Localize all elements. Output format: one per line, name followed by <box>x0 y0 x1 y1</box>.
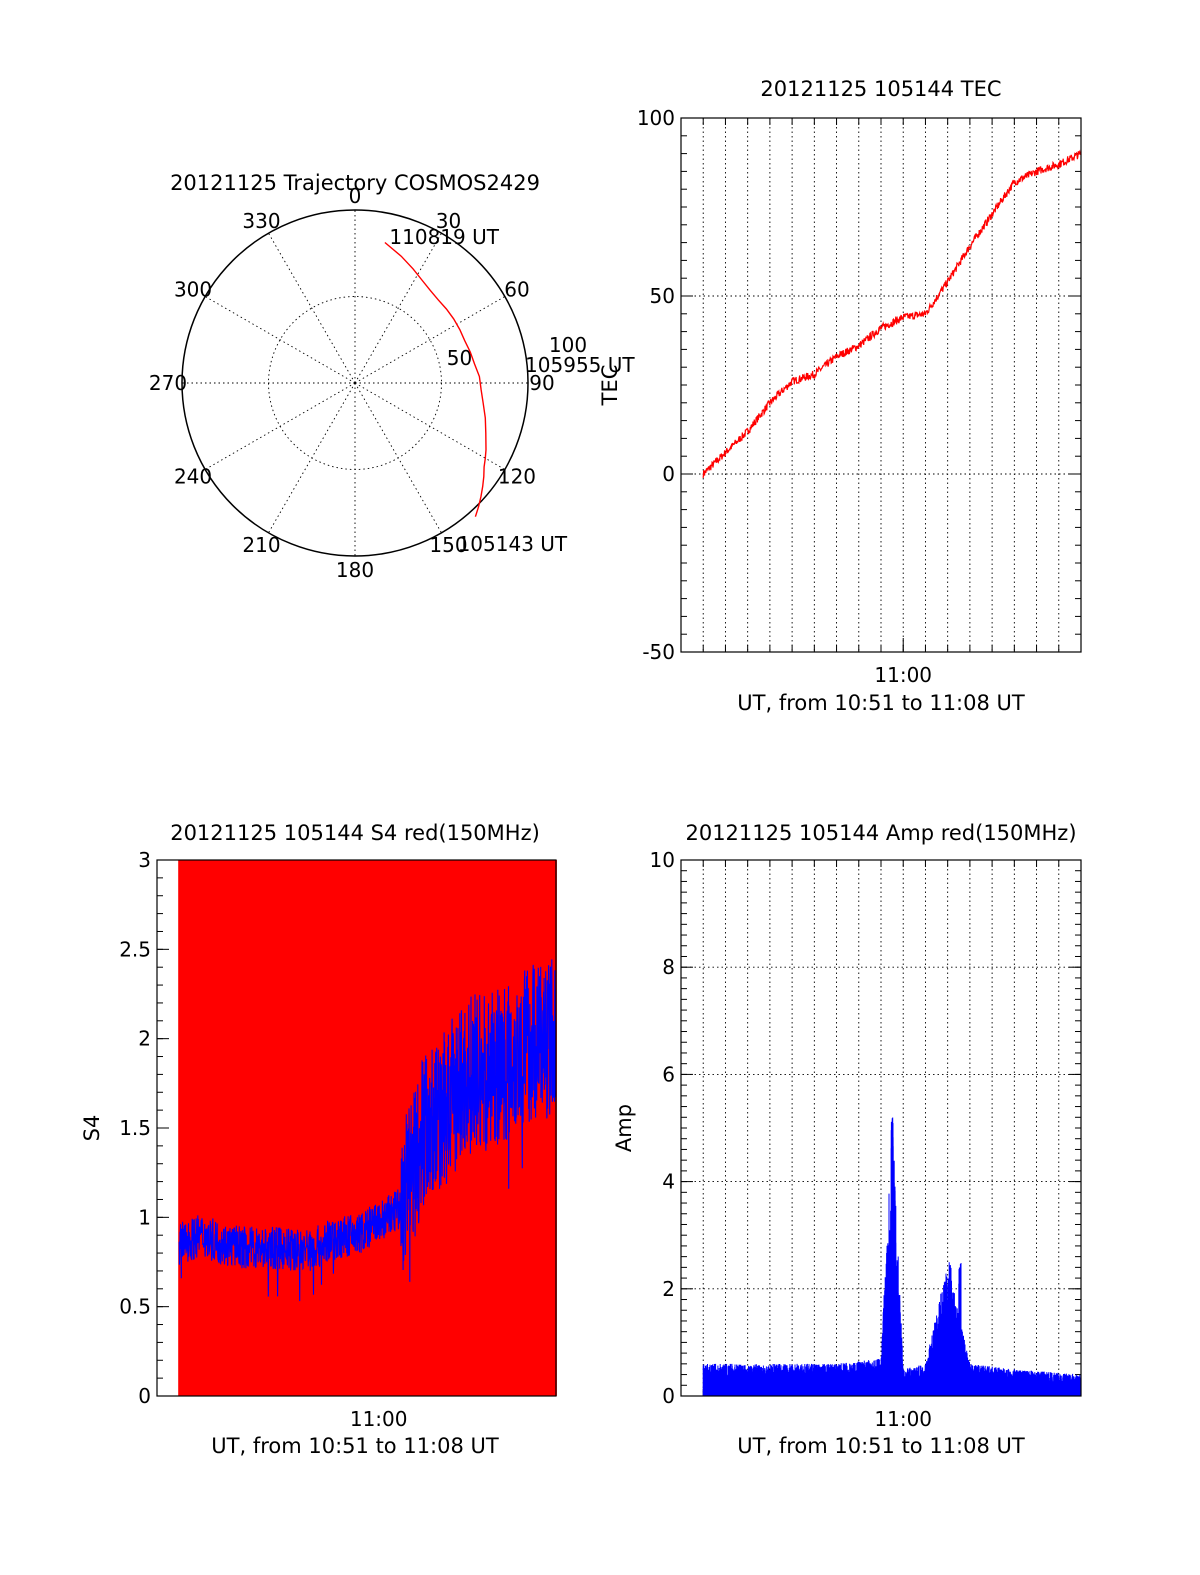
polar-azimuth-label: 60 <box>504 278 529 302</box>
amp-blue-series <box>702 1117 1082 1396</box>
polar-grid-spoke <box>268 382 356 534</box>
tec-x-axis-label: UT, from 10:51 to 11:08 UT <box>737 691 1025 715</box>
polar-azimuth-label: 330 <box>242 209 280 233</box>
s4-plot-area: 0 0.5 1 1.5 2 2.5 3 11:00 <box>119 848 557 1431</box>
amp-title: 20121125 105144 Amp red(150MHz) <box>685 821 1076 845</box>
polar-grid-spoke <box>204 382 356 470</box>
y-tick-label: 2.5 <box>119 937 151 961</box>
y-tick-label: 50 <box>650 284 675 308</box>
polar-azimuth-label: 270 <box>149 371 187 395</box>
tec-title: 20121125 105144 TEC <box>760 77 1001 101</box>
y-tick-label: 10 <box>650 848 675 872</box>
plot-frame <box>680 859 1082 1397</box>
s4-y-axis-label: S4 <box>80 1115 104 1142</box>
y-tick-label: 6 <box>662 1062 675 1086</box>
polar-radial-label: 50 <box>447 346 472 370</box>
polar-azimuth-label: 240 <box>174 465 212 489</box>
polar-grid-spoke <box>204 296 356 384</box>
tec-y-axis-label: TEC <box>598 365 622 407</box>
y-tick-label: 3 <box>138 848 151 872</box>
polar-grid-spoke <box>354 382 506 470</box>
polar-azimuth-label: 0 <box>349 184 362 208</box>
s4-panel: 20121125 105144 S4 red(150MHz) 0 0.5 1 1.5 2… <box>80 821 557 1458</box>
plot-frame <box>156 859 557 1397</box>
polar-panel: 20121125 Trajectory COSMOS2429 0 30 60 90 12… <box>149 171 635 582</box>
tec-series-line <box>702 149 1082 478</box>
plot-frame <box>680 117 1082 653</box>
x-tick-label: 11:00 <box>874 663 932 687</box>
y-tick-label: 8 <box>662 955 675 979</box>
polar-azimuth-label: 150 <box>429 533 467 557</box>
polar-azimuth-label: 210 <box>242 533 280 557</box>
x-tick-label: 11:00 <box>350 1407 408 1431</box>
polar-radial-label: 100 <box>549 333 587 357</box>
polar-grid <box>182 210 528 556</box>
polar-time-annotation: 105955 UT <box>525 353 635 377</box>
polar-azimuth-label: 120 <box>498 465 536 489</box>
polar-grid-spoke <box>354 232 442 384</box>
y-tick-label: 0 <box>138 1384 151 1408</box>
polar-time-annotation: 105143 UT <box>458 532 568 556</box>
polar-labels: 0 30 60 90 120 150 180 210 240 270 300 330 50 100 <box>149 184 587 582</box>
s4-x-axis-label: UT, from 10:51 to 11:08 UT <box>211 1434 499 1458</box>
polar-grid-spoke <box>354 296 506 384</box>
s4-blue-series <box>178 959 557 1302</box>
y-tick-label: 1 <box>138 1205 151 1229</box>
amp-x-axis-label: UT, from 10:51 to 11:08 UT <box>737 1434 1025 1458</box>
tec-panel: 20121125 105144 TEC -50 0 50 100 11:00 TEC U… <box>598 77 1082 715</box>
polar-outer-ring <box>181 209 529 557</box>
tec-plot-area: -50 0 50 100 11:00 <box>637 106 1082 687</box>
polar-azimuth-label: 30 <box>436 209 461 233</box>
s4-title: 20121125 105144 S4 red(150MHz) <box>170 821 540 845</box>
polar-trajectory-line <box>384 241 487 517</box>
y-tick-label: 0 <box>662 462 675 486</box>
y-tick-label: 2 <box>662 1277 675 1301</box>
polar-grid-spoke <box>268 232 356 384</box>
x-tick-label: 11:00 <box>874 1407 932 1431</box>
amp-y-axis-label: Amp <box>612 1104 636 1152</box>
polar-title: 20121125 Trajectory COSMOS2429 <box>170 171 540 195</box>
y-tick-label: -50 <box>642 640 675 664</box>
y-tick-label: 100 <box>637 106 675 130</box>
amp-plot-area: 0 2 4 6 8 10 11:00 <box>650 848 1082 1431</box>
polar-grid-spoke <box>354 382 442 534</box>
y-tick-label: 1.5 <box>119 1116 151 1140</box>
y-tick-label: 0 <box>662 1384 675 1408</box>
y-tick-label: 0.5 <box>119 1295 151 1319</box>
polar-annotations: 110819 UT 105955 UT 105143 UT <box>389 225 635 556</box>
y-tick-label: 2 <box>138 1027 151 1051</box>
polar-azimuth-label: 90 <box>529 371 554 395</box>
polar-azimuth-label: 180 <box>336 558 374 582</box>
amp-panel: 20121125 105144 Amp red(150MHz) 0 2 4 6 8 10 1… <box>612 821 1082 1458</box>
y-tick-label: 4 <box>662 1170 675 1194</box>
polar-time-annotation: 110819 UT <box>389 225 499 249</box>
polar-azimuth-label: 300 <box>174 278 212 302</box>
